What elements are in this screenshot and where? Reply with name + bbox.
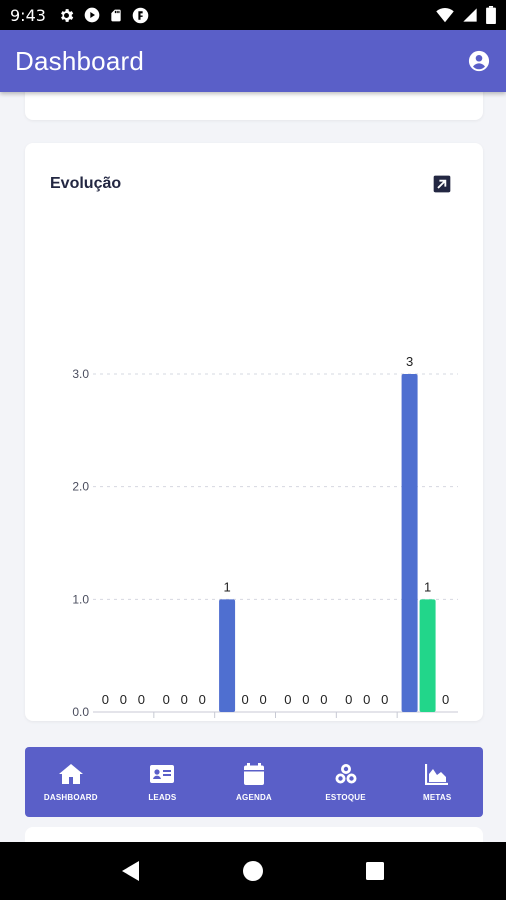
y-tick-label: 0.0 [72, 705, 89, 719]
nav-item-estoque[interactable]: ESTOQUE [300, 747, 392, 817]
nav-label: METAS [422, 792, 452, 802]
status-system-icons [436, 6, 496, 24]
home-icon [58, 763, 83, 784]
app-bar: Dashboard [0, 30, 506, 92]
y-tick-label: 1.0 [72, 592, 89, 606]
nav-label: AGENDA [236, 792, 272, 802]
home-circle-icon[interactable] [242, 860, 264, 882]
bottom-navigation: DASHBOARD LEADS AGENDA ESTOQUE METAS [25, 747, 483, 817]
back-icon[interactable] [121, 860, 141, 882]
data-label: 0 [163, 692, 170, 707]
data-label: 0 [181, 692, 188, 707]
y-tick-label: 3.0 [72, 367, 89, 381]
account-button[interactable] [467, 49, 491, 73]
data-label: 0 [345, 692, 352, 707]
app-notification-icon [132, 7, 149, 23]
chart-card-title: Evolução [50, 175, 122, 192]
cubes-icon [335, 763, 357, 783]
nav-label: DASHBOARD [43, 792, 98, 802]
nav-label: ESTOQUE [325, 792, 366, 802]
data-label: 0 [199, 692, 206, 707]
wifi-icon [436, 8, 454, 23]
dashboard-content[interactable]: Evolução 0.01.02.03.0DEZ/21000JAN/22000F… [0, 92, 506, 842]
data-label: 1 [424, 579, 431, 594]
data-label: 0 [284, 692, 291, 707]
status-time: 9:43 [10, 5, 46, 25]
data-label: 0 [381, 692, 388, 707]
evolution-bar-chart: 0.01.02.03.0DEZ/21000JAN/22000FEV/22100M… [72, 354, 458, 719]
open-in-new-icon [433, 175, 451, 193]
data-label: 0 [241, 692, 248, 707]
bar-recebidos [219, 599, 236, 712]
page-title: Dashboard [15, 45, 144, 76]
nav-item-metas[interactable]: METAS [391, 747, 483, 817]
data-label: 3 [406, 354, 413, 369]
signal-icon [463, 8, 477, 22]
expand-chart-button[interactable] [432, 174, 452, 194]
system-navigation-bar [0, 842, 506, 900]
id-card-icon [150, 764, 175, 783]
recents-icon[interactable] [365, 861, 385, 881]
area-chart-icon [425, 763, 449, 785]
bar-convertidos [419, 599, 436, 712]
calendar-icon [243, 762, 264, 785]
sd-card-icon [111, 9, 121, 21]
data-label: 0 [259, 692, 266, 707]
account-circle-icon [468, 50, 490, 72]
settings-icon [60, 8, 74, 22]
nav-item-leads[interactable]: LEADS [117, 747, 209, 817]
nav-label: LEADS [148, 792, 177, 802]
data-label: 0 [442, 692, 449, 707]
data-label: 0 [120, 692, 127, 707]
y-tick-label: 2.0 [72, 480, 89, 494]
data-label: 0 [138, 692, 145, 707]
nav-item-agenda[interactable]: AGENDA [208, 747, 300, 817]
battery-icon [486, 6, 496, 24]
play-store-icon [84, 7, 100, 23]
nav-item-dashboard[interactable]: DASHBOARD [25, 747, 117, 817]
status-notification-icons [58, 7, 149, 24]
previous-card [25, 92, 483, 120]
next-card [25, 827, 483, 842]
data-label: 0 [363, 692, 370, 707]
data-label: 0 [302, 692, 309, 707]
data-label: 0 [102, 692, 109, 707]
status-bar: 9:43 [0, 0, 506, 30]
data-label: 1 [223, 579, 230, 594]
data-label: 0 [320, 692, 327, 707]
bar-recebidos [401, 374, 418, 712]
